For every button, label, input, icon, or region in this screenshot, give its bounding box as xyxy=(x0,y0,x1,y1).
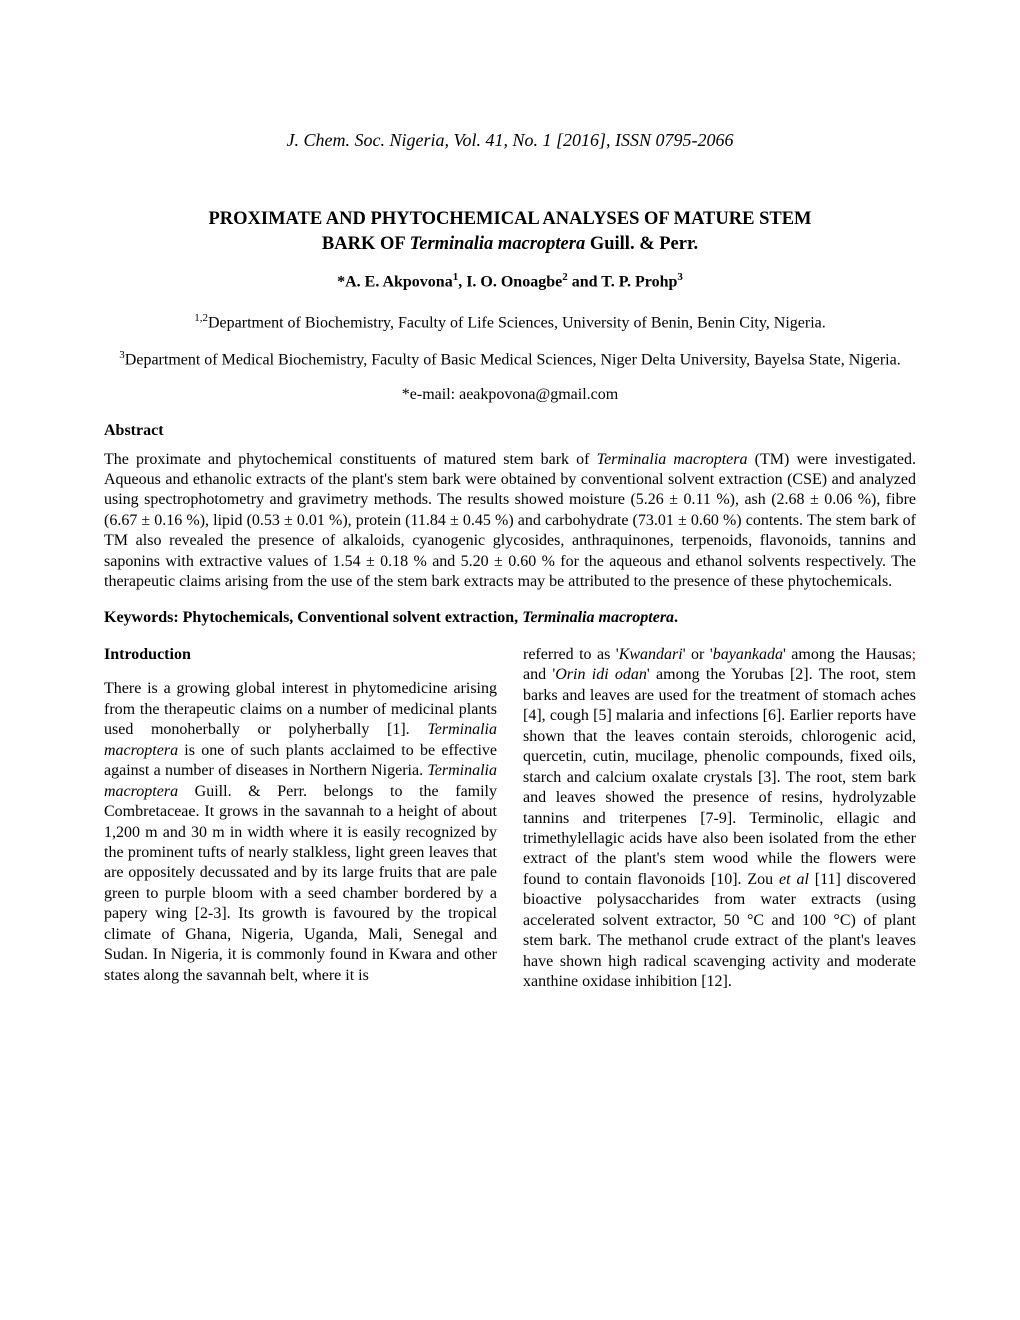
paper-page: J. Chem. Soc. Nigeria, Vol. 41, No. 1 [2… xyxy=(0,0,1020,1053)
abstract-text: The proximate and phytochemical constitu… xyxy=(104,450,916,593)
column-right-text: referred to as 'Kwandari' or 'bayankada'… xyxy=(523,645,916,993)
column-left-text: There is a growing global interest in ph… xyxy=(104,679,497,986)
two-column-body: Introduction There is a growing global i… xyxy=(104,645,916,993)
paper-title: PROXIMATE AND PHYTOCHEMICAL ANALYSES OF … xyxy=(104,207,916,257)
title-line2-post: Guill. & Perr. xyxy=(585,234,698,254)
title-species: Terminalia macroptera xyxy=(410,234,586,254)
column-left: Introduction There is a growing global i… xyxy=(104,645,497,993)
column-right: referred to as 'Kwandari' or 'bayankada'… xyxy=(523,645,916,993)
abstract-heading: Abstract xyxy=(104,422,916,440)
corresponding-email: *e-mail: aeakpovona@gmail.com xyxy=(104,386,916,404)
affiliation-2: 3Department of Medical Biochemistry, Fac… xyxy=(104,348,916,371)
title-line2-pre: BARK OF xyxy=(322,234,410,254)
keywords-line: Keywords: Phytochemicals, Conventional s… xyxy=(104,609,916,627)
journal-header: J. Chem. Soc. Nigeria, Vol. 41, No. 1 [2… xyxy=(104,130,916,151)
affiliation-1: 1,2Department of Biochemistry, Faculty o… xyxy=(104,311,916,334)
authors-line: *A. E. Akpovona1, I. O. Onoagbe2 and T. … xyxy=(104,271,916,291)
title-line1: PROXIMATE AND PHYTOCHEMICAL ANALYSES OF … xyxy=(208,209,811,229)
introduction-heading: Introduction xyxy=(104,645,497,665)
